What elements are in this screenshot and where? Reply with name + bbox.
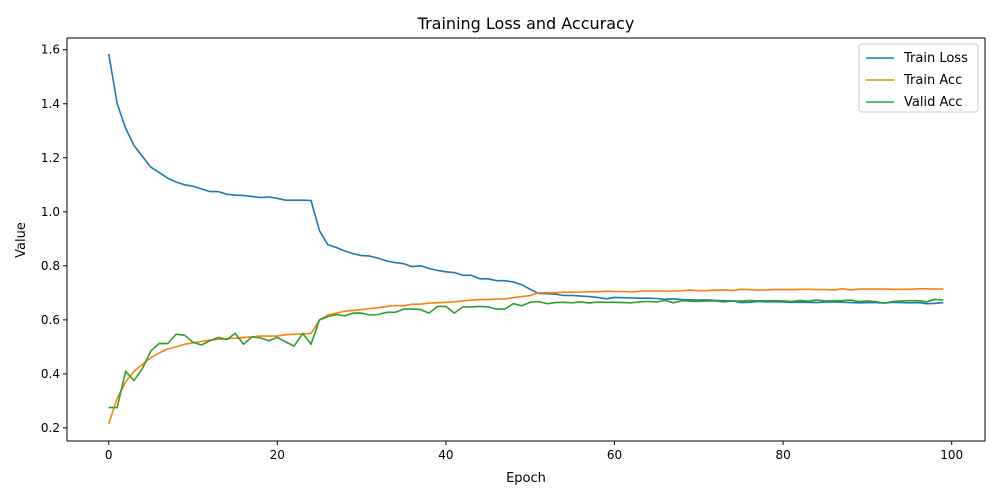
y-tick-label: 0.6 [41,313,60,327]
series-line-valid-acc [108,298,944,409]
x-tick-label: 80 [775,448,790,462]
chart-title: Training Loss and Accuracy [417,14,635,33]
x-axis-label: Epoch [506,471,546,486]
legend-frame [858,43,979,113]
series-line-train-acc [107,288,944,425]
legend-label: Train Acc [903,73,962,88]
plot-frame [66,37,986,442]
y-tick-label: 0.2 [41,421,60,435]
y-tick-label: 1.2 [41,151,60,165]
x-tick-label: 20 [270,448,285,462]
series-layer [107,53,944,425]
x-tick-label: 100 [940,448,963,462]
y-tick-label: 0.8 [41,259,60,273]
y-tick-label: 1.4 [41,97,60,111]
x-tick-label: 0 [105,448,113,462]
y-tick-label: 1.6 [41,43,60,57]
plot-area [67,38,985,441]
legend-label: Valid Acc [904,95,962,110]
legend: Train Loss Train Acc Valid Acc [858,43,979,113]
x-axis: 0 20 40 60 80 100 [105,441,963,462]
y-tick-label: 1.0 [41,205,60,219]
y-axis: 0.2 0.4 0.6 0.8 1.0 1.2 1.4 1.6 [41,43,67,435]
x-tick-label: 40 [438,448,453,462]
y-axis-label: Value [14,222,29,258]
legend-label: Train Loss [903,51,968,66]
x-tick-label: 60 [607,448,622,462]
series-line-train-loss [107,53,944,305]
y-tick-label: 0.4 [41,367,60,381]
